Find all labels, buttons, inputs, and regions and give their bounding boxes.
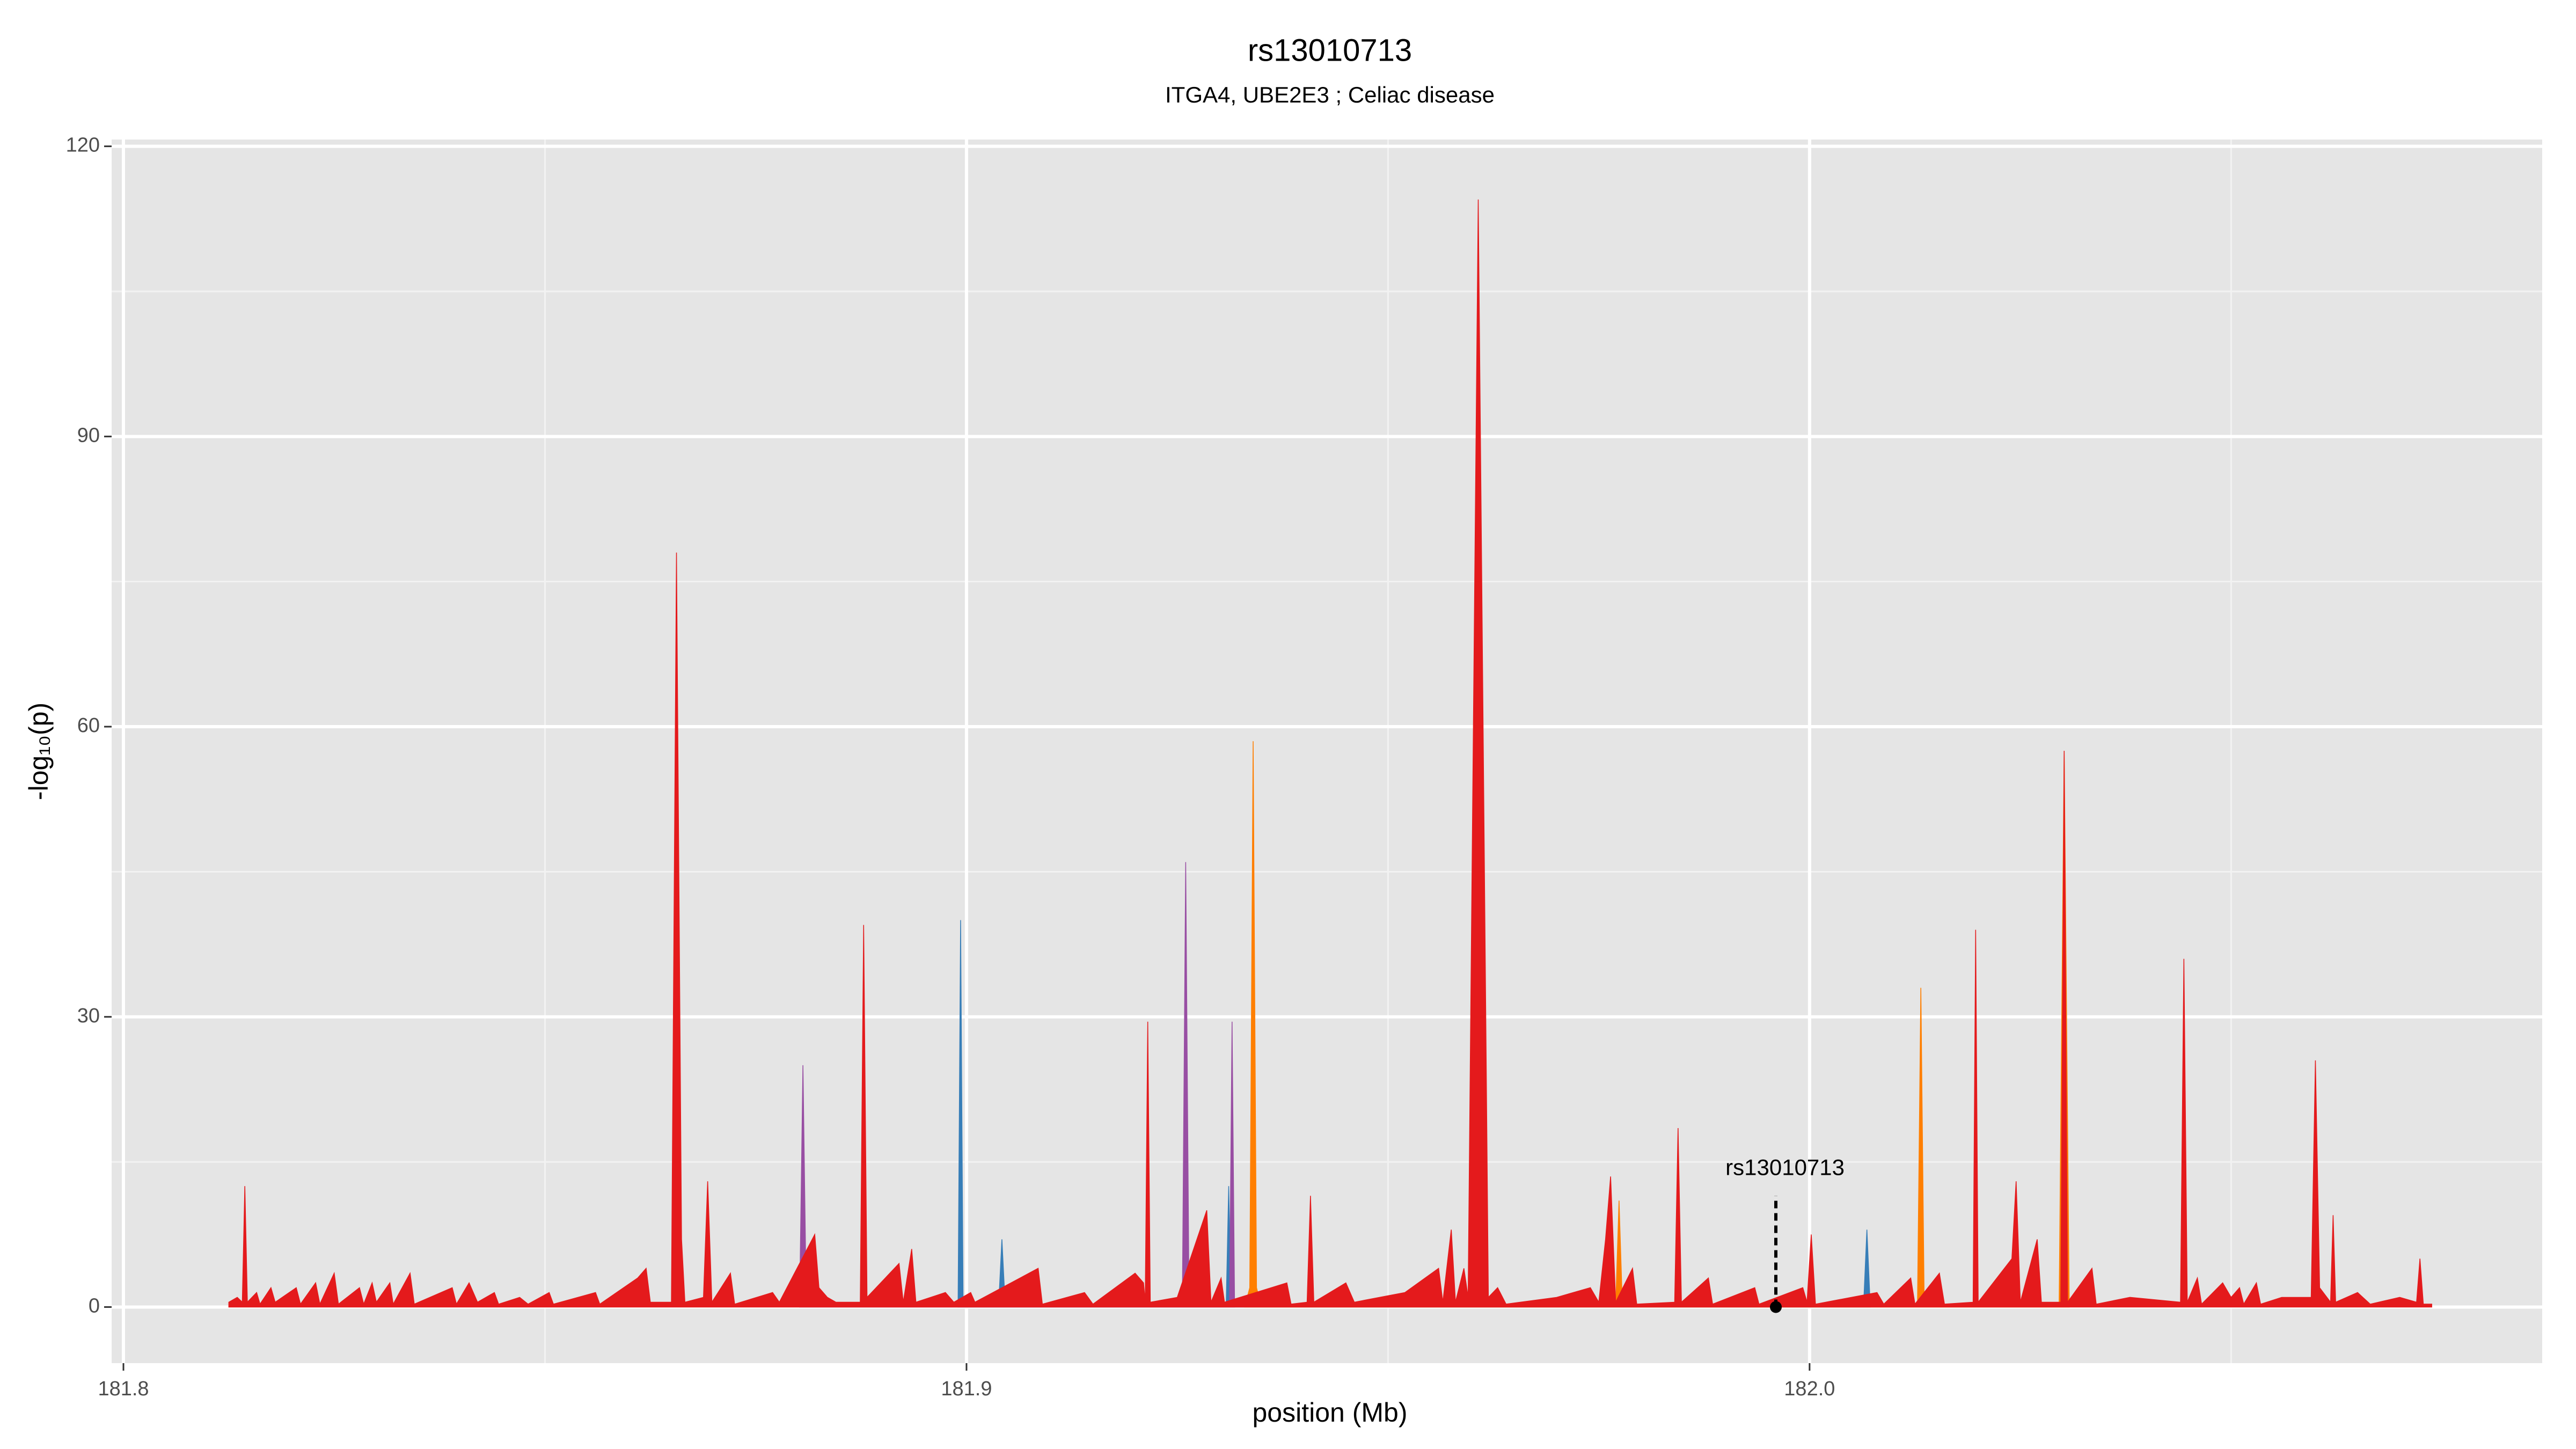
annotation-label: rs13010713 [1725, 1154, 1845, 1180]
x-tick-label: 181.8 [98, 1378, 149, 1400]
area [799, 862, 1235, 1308]
x-tick-label: 182.0 [1784, 1378, 1835, 1400]
y-tick-label: 90 [77, 424, 100, 447]
y-tick-label: 0 [89, 1294, 100, 1317]
y-tick-label: 60 [77, 714, 100, 737]
chart-title: rs13010713 [1248, 33, 1412, 68]
plot-panel [112, 140, 2542, 1363]
x-axis-title: position (Mb) [1253, 1397, 1408, 1428]
area [228, 199, 2432, 1308]
chart-subtitle: ITGA4, UBE2E3 ; Celiac disease [1165, 82, 1495, 107]
y-tick-label: 30 [77, 1005, 100, 1027]
annotation-point [1770, 1301, 1782, 1313]
y-axis-title: -log₁₀(p) [24, 702, 54, 800]
y-tick-label: 120 [66, 134, 100, 157]
x-tick-label: 181.9 [941, 1378, 992, 1400]
